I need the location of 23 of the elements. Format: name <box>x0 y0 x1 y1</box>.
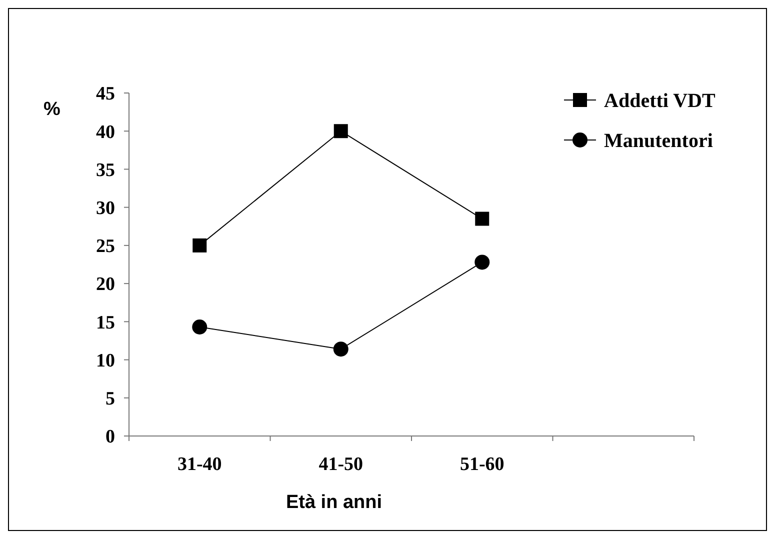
y-axis-title: % <box>44 99 61 120</box>
y-tick-label: 20 <box>96 274 115 296</box>
point <box>474 254 490 270</box>
x-tick-label: 31-40 <box>177 454 222 475</box>
y-tick-label: 35 <box>96 160 115 181</box>
legend-label: Manutentori <box>604 130 714 152</box>
y-tick-label: 15 <box>96 312 115 334</box>
x-tick-label: 41-50 <box>318 454 364 475</box>
y-tick-label: 0 <box>106 426 115 448</box>
y-tick-label: 10 <box>96 350 115 372</box>
point <box>192 238 207 252</box>
legend-label: Addetti VDT <box>604 90 716 112</box>
point <box>475 212 490 226</box>
y-tick-label: 5 <box>106 388 115 410</box>
y-tick-label: 45 <box>96 84 115 105</box>
x-axis-title: Età in anni <box>286 492 382 513</box>
y-tick-label: 25 <box>96 236 115 258</box>
x-tick-label: 51-60 <box>460 454 504 475</box>
y-tick-label: 30 <box>96 198 115 219</box>
y-tick-label: 40 <box>96 122 115 143</box>
point <box>334 124 348 138</box>
point <box>192 320 208 334</box>
point <box>333 342 348 357</box>
